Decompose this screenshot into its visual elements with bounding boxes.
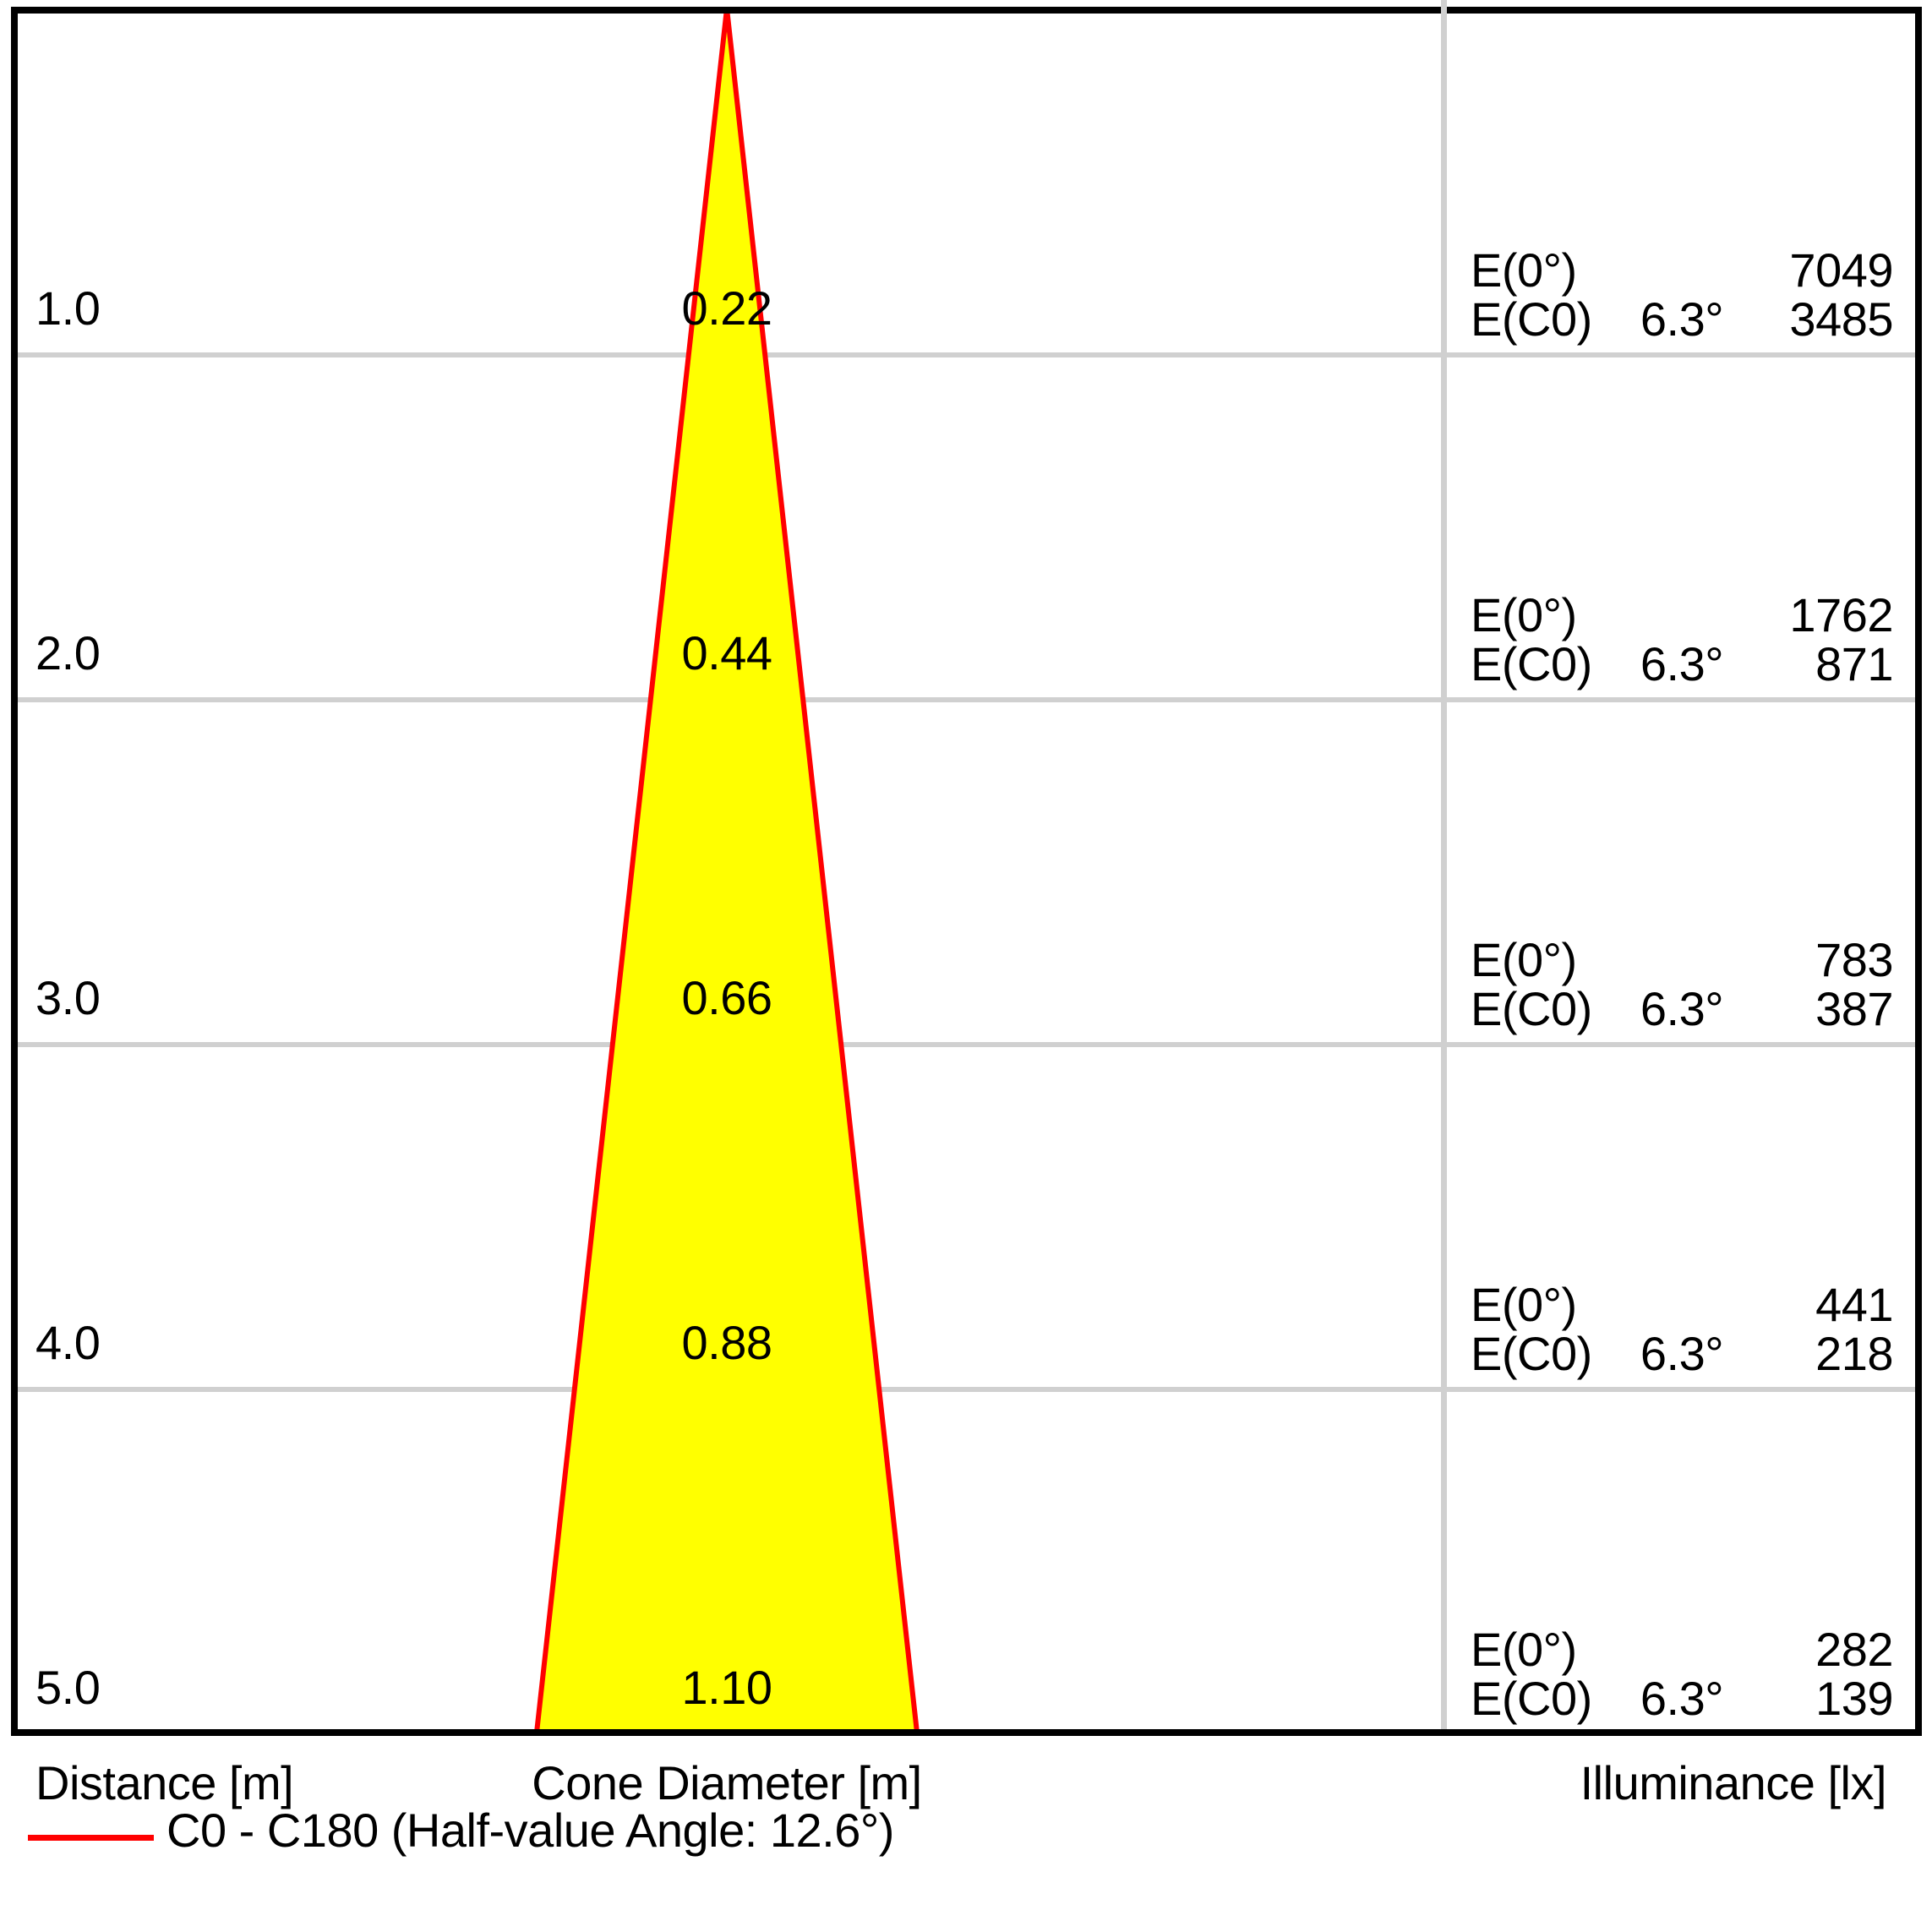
legend-color-line	[28, 1835, 154, 1841]
beam-angle-value: 6.3°	[1640, 292, 1724, 346]
grid-lines	[18, 352, 1915, 1392]
light-cone-fill	[537, 8, 917, 1733]
ec0-value: 387	[1815, 982, 1893, 1035]
distance-value: 2.0	[35, 626, 101, 679]
distance-value: 1.0	[35, 281, 101, 335]
beam-angle-value: 6.3°	[1640, 1327, 1724, 1380]
table-border	[11, 7, 1922, 1736]
cone-diameter-value: 0.66	[681, 971, 773, 1024]
ec0-label: E(C0)	[1471, 637, 1592, 690]
legend-label: C0 - C180 (Half-value Angle: 12.6°)	[166, 1804, 894, 1857]
distance-value: 4.0	[35, 1316, 101, 1369]
e0-value: 282	[1815, 1623, 1893, 1676]
beam-angle-value: 6.3°	[1640, 637, 1724, 690]
ec0-label: E(C0)	[1471, 1672, 1592, 1725]
cone-diameter-value: 0.44	[681, 626, 773, 679]
ec0-value: 3485	[1789, 292, 1893, 346]
ec0-value: 218	[1815, 1327, 1893, 1380]
e0-value: 7049	[1789, 243, 1893, 297]
e0-label: E(0°)	[1471, 243, 1577, 297]
cone-diameter-value: 0.88	[681, 1316, 773, 1369]
cone-diameter-axis-label: Cone Diameter [m]	[532, 1756, 922, 1809]
e0-label: E(0°)	[1471, 1623, 1577, 1676]
ec0-label: E(C0)	[1471, 292, 1592, 346]
e0-value: 783	[1815, 933, 1893, 986]
ec0-label: E(C0)	[1471, 1327, 1592, 1380]
ec0-value: 139	[1815, 1672, 1893, 1725]
e0-value: 441	[1815, 1278, 1893, 1331]
distance-value: 5.0	[35, 1661, 101, 1714]
e0-label: E(0°)	[1471, 588, 1577, 641]
ec0-value: 871	[1815, 637, 1893, 690]
e0-label: E(0°)	[1471, 933, 1577, 986]
distance-value: 3.0	[35, 971, 101, 1024]
beam-angle-value: 6.3°	[1640, 1672, 1724, 1725]
ec0-label: E(C0)	[1471, 982, 1592, 1035]
e0-value: 1762	[1789, 588, 1893, 641]
illuminance-axis-label: Illuminance [lx]	[1580, 1756, 1887, 1809]
distance-axis-label: Distance [m]	[35, 1756, 294, 1809]
e0-label: E(0°)	[1471, 1278, 1577, 1331]
beam-angle-value: 6.3°	[1640, 982, 1724, 1035]
cone-diameter-value: 0.22	[681, 281, 773, 335]
cone-diameter-value: 1.10	[681, 1661, 773, 1714]
